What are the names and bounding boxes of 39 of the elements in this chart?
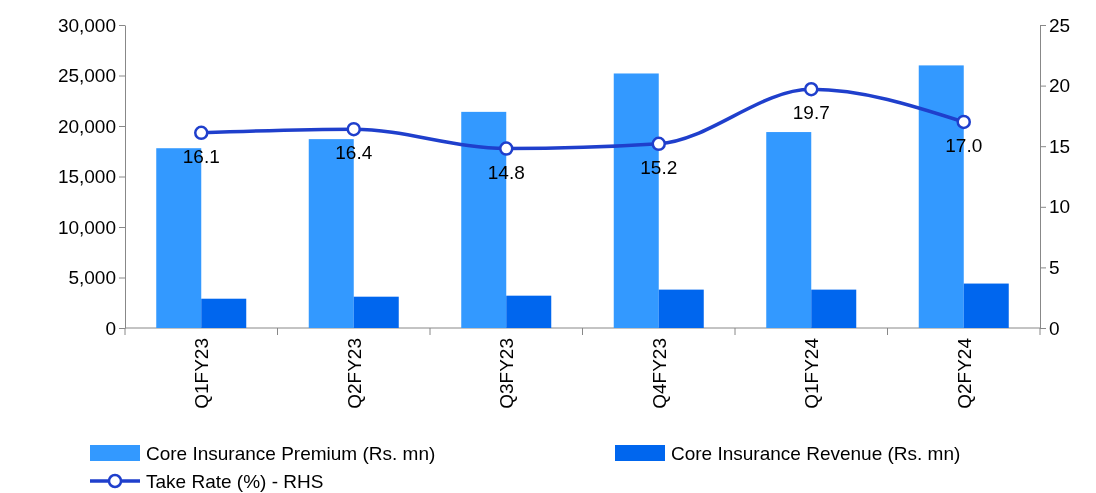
y-tick-label: 10,000 bbox=[57, 216, 116, 238]
y-tick-label: 25,000 bbox=[57, 65, 116, 87]
x-tick-label: Q2FY23 bbox=[343, 338, 365, 409]
data-label: 15.2 bbox=[640, 156, 678, 178]
x-tick-label: Q2FY24 bbox=[953, 337, 975, 409]
data-label: 16.4 bbox=[335, 142, 373, 164]
y-tick-label: 20,000 bbox=[57, 115, 116, 137]
y-tick-label: 5,000 bbox=[68, 267, 116, 289]
legend-label: Core Insurance Revenue (Rs. mn) bbox=[671, 443, 961, 464]
y-tick-label: 15,000 bbox=[57, 166, 116, 188]
x-tick-label: Q1FY23 bbox=[191, 338, 213, 409]
y2-tick-label: 20 bbox=[1049, 75, 1071, 97]
data-label: 17.0 bbox=[945, 134, 983, 156]
bar bbox=[506, 295, 552, 328]
x-tick-label: Q4FY23 bbox=[648, 338, 670, 409]
y2-tick-label: 0 bbox=[1049, 317, 1060, 339]
y-tick-label: 30,000 bbox=[57, 14, 116, 36]
bar bbox=[201, 298, 247, 328]
point bbox=[194, 125, 209, 141]
y2-tick-label: 5 bbox=[1049, 256, 1060, 278]
bar bbox=[353, 296, 399, 328]
point bbox=[346, 121, 361, 137]
legend-label: Core Insurance Premium (Rs. mn) bbox=[146, 443, 436, 464]
point bbox=[804, 81, 819, 97]
y-tick-label: 0 bbox=[105, 317, 116, 339]
bar bbox=[963, 283, 1009, 328]
point bbox=[956, 114, 971, 130]
data-label: 19.7 bbox=[792, 102, 830, 124]
x-tick-label: Q3FY23 bbox=[496, 338, 518, 409]
x-tick-label: Q1FY24 bbox=[801, 337, 823, 409]
bar bbox=[766, 132, 812, 328]
bar bbox=[811, 289, 857, 328]
point bbox=[499, 141, 514, 156]
legend-label: Take Rate (%) - RHS bbox=[146, 471, 324, 492]
y2-tick-label: 25 bbox=[1049, 14, 1071, 36]
y2-tick-label: 10 bbox=[1049, 196, 1071, 218]
y2-tick-label: 15 bbox=[1049, 135, 1071, 157]
point bbox=[651, 136, 666, 152]
bar bbox=[658, 289, 704, 328]
